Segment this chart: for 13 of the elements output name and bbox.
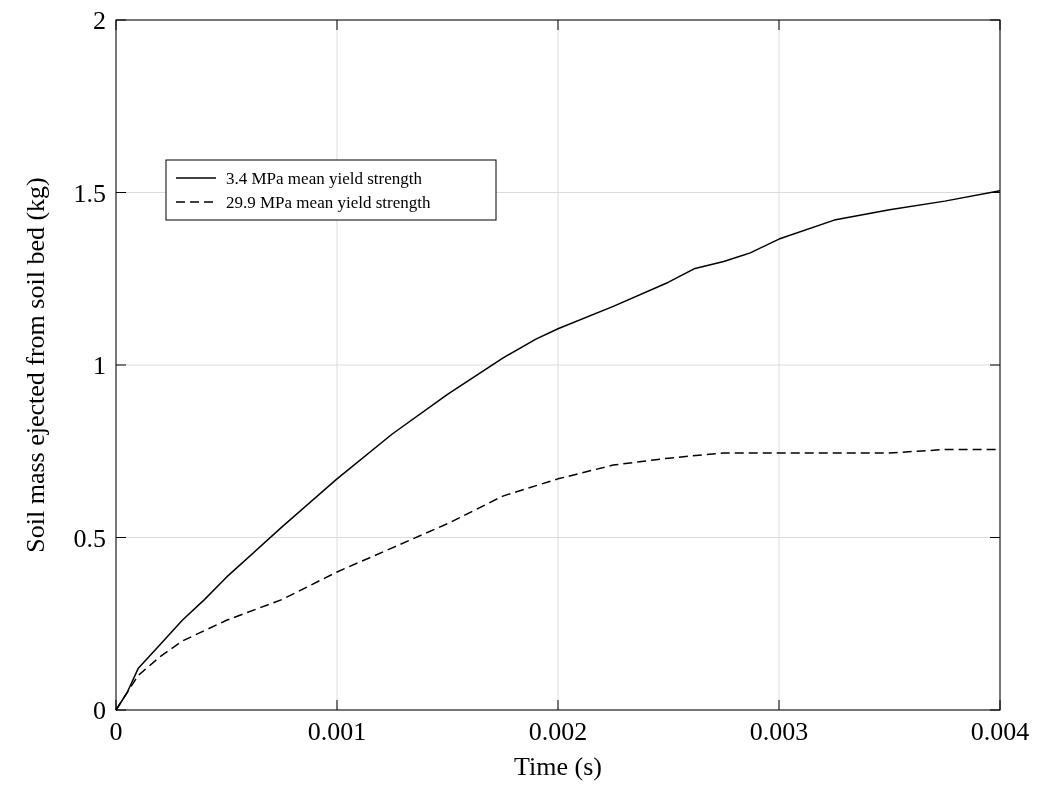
y-axis-title: Soil mass ejected from soil bed (kg): [21, 177, 50, 553]
y-tick-label: 0: [93, 696, 106, 726]
legend-label: 3.4 MPa mean yield strength: [226, 168, 423, 188]
y-tick-label: 1.5: [73, 178, 106, 208]
x-tick-label: 0.002: [528, 717, 588, 746]
y-tick-label: 2: [93, 6, 106, 36]
legend-label: 29.9 MPa mean yield strength: [226, 192, 431, 212]
x-tick-label: 0.004: [970, 717, 1030, 746]
x-tick-label: 0.003: [749, 717, 809, 746]
x-tick-label: 0.001: [307, 717, 367, 746]
y-tick-label: 0.5: [73, 523, 106, 553]
x-axis-title: Time (s): [514, 752, 602, 781]
y-tick-label: 1: [93, 351, 106, 381]
